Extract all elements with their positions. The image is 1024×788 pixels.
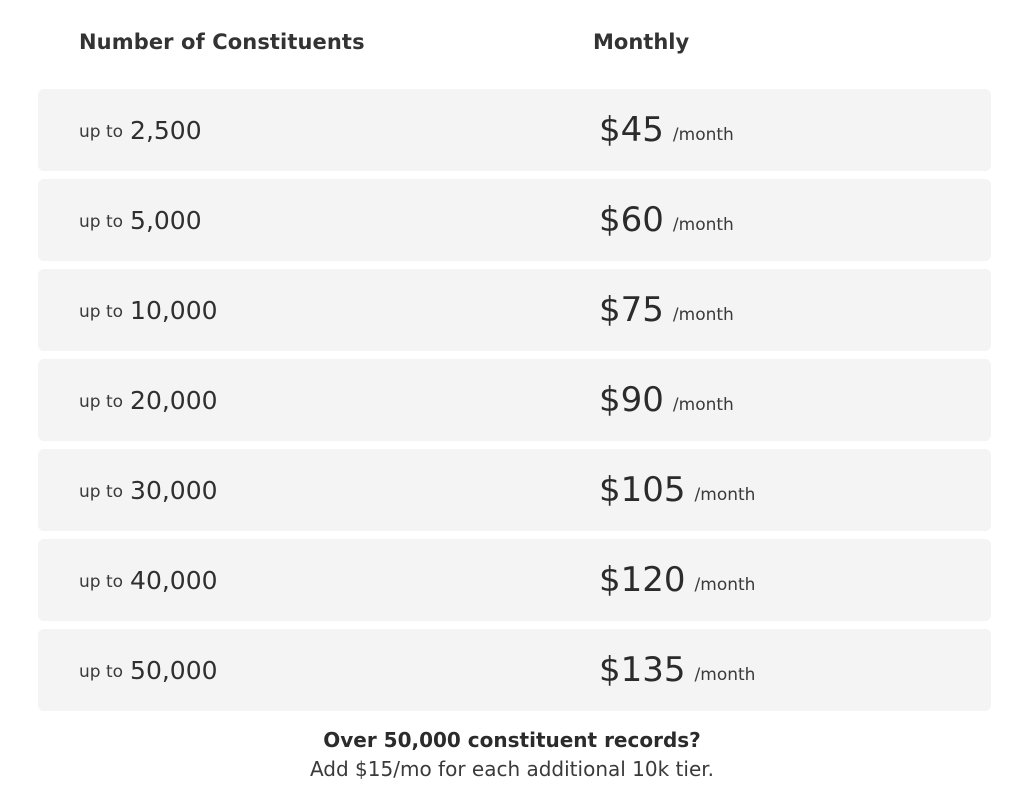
price-cell: $135 /month [599,629,755,711]
tier-count: 50,000 [130,655,218,685]
price-period: /month [672,125,734,145]
tier-cell: up to 30,000 [79,449,218,531]
price-amount: $45 [599,110,664,150]
price-period: /month [694,485,756,505]
tier-cell: up to 50,000 [79,629,218,711]
tier-prefix: up to [79,392,124,412]
price-period: /month [672,215,734,235]
price-amount: $75 [599,290,664,330]
tier-count: 10,000 [130,295,218,325]
pricing-row: up to 20,000 $90 /month [38,359,991,441]
price-cell: $60 /month [599,179,734,261]
additional-tier-note: Add $15/mo for each additional 10k tier. [309,757,715,781]
tier-cell: up to 2,500 [79,89,202,171]
pricing-footer: Over 50,000 constituent records? Add $15… [0,726,1024,784]
tier-prefix: up to [79,302,124,322]
constituents-column-header: Number of Constituents [79,30,365,54]
tier-prefix: up to [79,122,124,142]
tier-count: 20,000 [130,385,218,415]
tier-cell: up to 10,000 [79,269,218,351]
tier-cell: up to 5,000 [79,179,202,261]
over-limit-question: Over 50,000 constituent records? [323,728,701,752]
tier-cell: up to 40,000 [79,539,218,621]
price-period: /month [694,665,756,685]
price-amount: $105 [599,470,686,510]
tier-count: 30,000 [130,475,218,505]
pricing-table-header: Number of Constituents Monthly [0,30,1024,60]
price-amount: $135 [599,650,686,690]
price-period: /month [694,575,756,595]
tier-count: 2,500 [130,115,202,145]
price-amount: $120 [599,560,686,600]
pricing-row: up to 40,000 $120 /month [38,539,991,621]
tier-cell: up to 20,000 [79,359,218,441]
tier-count: 5,000 [130,205,202,235]
pricing-row: up to 30,000 $105 /month [38,449,991,531]
pricing-row: up to 5,000 $60 /month [38,179,991,261]
price-period: /month [672,305,734,325]
price-cell: $90 /month [599,359,734,441]
pricing-row: up to 10,000 $75 /month [38,269,991,351]
pricing-table: up to 2,500 $45 /month up to 5,000 $60 /… [38,89,991,719]
pricing-row: up to 2,500 $45 /month [38,89,991,171]
price-amount: $90 [599,380,664,420]
price-cell: $45 /month [599,89,734,171]
price-cell: $75 /month [599,269,734,351]
tier-prefix: up to [79,482,124,502]
tier-count: 40,000 [130,565,218,595]
price-period: /month [672,395,734,415]
price-amount: $60 [599,200,664,240]
tier-prefix: up to [79,212,124,232]
price-cell: $120 /month [599,539,755,621]
price-cell: $105 /month [599,449,755,531]
pricing-row: up to 50,000 $135 /month [38,629,991,711]
tier-prefix: up to [79,662,124,682]
tier-prefix: up to [79,572,124,592]
monthly-column-header: Monthly [593,30,690,54]
